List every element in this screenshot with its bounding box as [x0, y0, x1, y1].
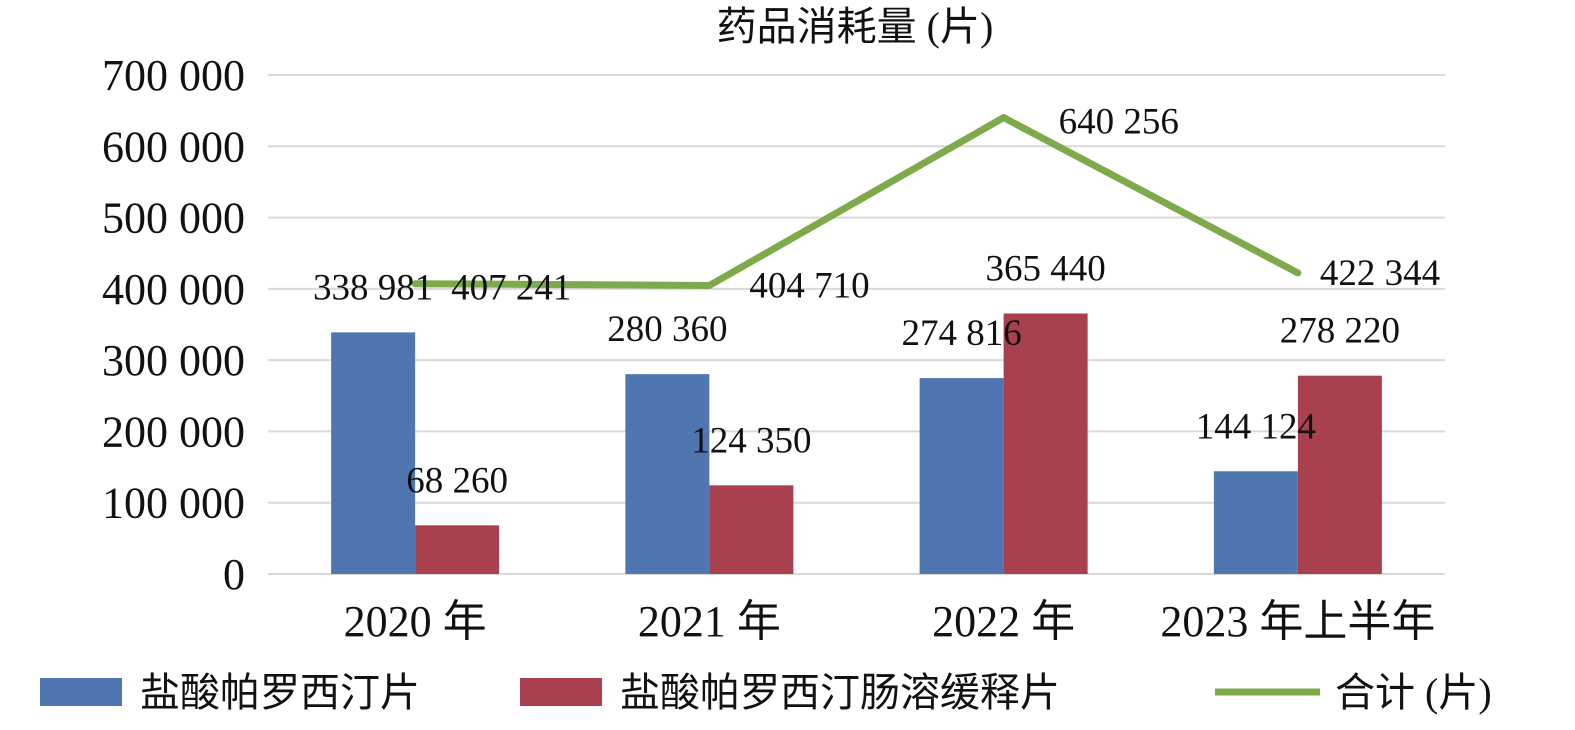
bar-extended-release — [709, 485, 794, 574]
legend-label: 盐酸帕罗西汀片 — [140, 670, 420, 715]
bar-extended-release — [415, 525, 500, 574]
data-label: 68 260 — [406, 460, 508, 501]
data-label: 404 710 — [749, 265, 869, 306]
y-tick-label: 0 — [223, 550, 245, 599]
total-point — [411, 280, 419, 288]
x-tick-label: 2023 年上半年 — [1160, 597, 1435, 646]
data-label: 278 220 — [1280, 311, 1400, 352]
legend-swatch — [40, 678, 122, 706]
x-tick-label: 2022 年 — [932, 597, 1075, 646]
data-label: 124 350 — [691, 420, 811, 461]
x-tick-label: 2020 年 — [344, 597, 487, 646]
total-line — [415, 114, 1300, 289]
bar-extended-release — [1003, 313, 1088, 574]
y-tick-label: 200 000 — [102, 407, 245, 456]
bar-tablet — [331, 332, 416, 574]
y-tick-label: 700 000 — [102, 51, 245, 100]
legend-label: 合计 (片) — [1335, 670, 1492, 715]
y-tick-label: 300 000 — [102, 336, 245, 385]
y-tick-label: 100 000 — [102, 479, 245, 528]
bar-tablet — [919, 378, 1004, 574]
data-label: 280 360 — [607, 309, 727, 350]
data-label: 640 256 — [1059, 102, 1179, 143]
data-label: 144 124 — [1196, 406, 1316, 447]
bar-tablet — [625, 374, 710, 574]
y-tick-label: 400 000 — [102, 265, 245, 314]
legend-label: 盐酸帕罗西汀肠溶缓释片 — [620, 670, 1060, 715]
chart-title: 药品消耗量 (片) — [717, 4, 994, 49]
data-label: 422 344 — [1320, 253, 1440, 294]
bar-extended-release — [1297, 375, 1382, 574]
y-tick-label: 600 000 — [102, 122, 245, 171]
legend-swatch — [520, 678, 602, 706]
total-point — [1000, 114, 1008, 122]
data-label: 338 981 — [313, 267, 433, 308]
y-tick-label: 500 000 — [102, 194, 245, 243]
bar-tablet — [1213, 471, 1298, 574]
data-label: 365 440 — [986, 248, 1106, 289]
total-point — [705, 281, 713, 289]
x-tick-label: 2021 年 — [638, 597, 781, 646]
data-label: 274 816 — [902, 313, 1022, 354]
data-label: 407 241 — [451, 268, 571, 309]
total-point — [1294, 269, 1302, 277]
